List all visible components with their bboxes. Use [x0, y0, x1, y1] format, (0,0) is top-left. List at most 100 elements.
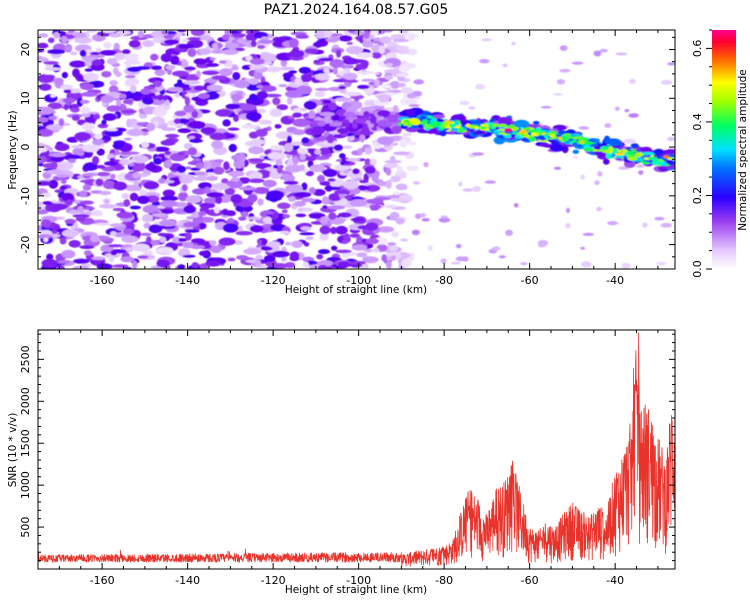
spectrogram-noise-cell	[63, 154, 81, 160]
spectrogram-noise-cell	[254, 259, 262, 267]
spectrogram-noise-cell	[593, 50, 602, 57]
spectrogram-signal-cell	[369, 115, 377, 124]
spectrogram-noise-cell	[322, 99, 332, 104]
spectrogram-noise-cell	[228, 170, 245, 177]
spectrogram-noise-cell	[63, 89, 72, 94]
spectrogram-noise-cell	[221, 34, 230, 41]
spectrogram-noise-cell	[370, 30, 379, 36]
spectrogram-noise-cell	[143, 181, 159, 190]
spectrogram-noise-cell	[158, 177, 166, 184]
spectrogram-noise-cell	[61, 229, 79, 238]
spectrogram-noise-cell	[187, 147, 198, 156]
spectrogram-noise-cell	[257, 108, 266, 114]
spectrogram-noise-cell	[81, 122, 96, 131]
spectrogram-noise-cell	[245, 55, 253, 62]
spectrogram-noise-cell	[167, 87, 184, 92]
spectrogram-noise-cell	[253, 187, 270, 194]
spectrogram-noise-cell	[230, 194, 243, 204]
spectrogram-noise-cell	[187, 48, 197, 57]
spectrogram-noise-cell	[244, 140, 262, 147]
spectrogram-noise-cell	[50, 161, 58, 170]
spectrogram-noise-cell	[215, 196, 223, 204]
spectrogram-noise-cell	[211, 75, 228, 80]
spectrogram-noise-cell	[67, 158, 77, 164]
spectrogram-noise-cell	[458, 181, 463, 187]
spectrogram-noise-cell	[113, 181, 127, 191]
spectrogram-noise-cell	[329, 59, 345, 68]
spectrogram-signal-cell	[566, 135, 571, 139]
spectrogram-noise-cell	[42, 201, 53, 205]
spectrogram-signal-cell	[428, 122, 434, 126]
spectrogram-noise-cell	[136, 122, 148, 127]
spectrogram-noise-cell	[79, 200, 95, 205]
spectrogram-signal-cell	[605, 138, 622, 147]
spectrogram-noise-cell	[347, 134, 355, 141]
spectrogram-noise-cell	[141, 141, 150, 149]
spectrogram-noise-cell	[393, 38, 410, 43]
spectrogram-noise-cell	[322, 205, 328, 209]
spectrogram-noise-cell	[301, 182, 308, 191]
spectrogram-x-axis-label: Height of straight line (km)	[285, 284, 427, 296]
spectrogram-noise-cell	[257, 44, 266, 49]
spectrogram-noise-cell	[261, 240, 267, 246]
spectrogram-noise-cell	[116, 211, 134, 219]
snr-y-axis-label: SNR (10 * v/v)	[7, 413, 19, 488]
spectrogram-noise-cell	[292, 107, 302, 114]
spectrogram-noise-cell	[106, 57, 118, 65]
spectrogram-noise-cell	[421, 218, 430, 222]
spectrogram-noise-cell	[377, 136, 394, 145]
spectrogram-noise-cell	[297, 207, 304, 213]
spectrogram-noise-cell	[212, 42, 219, 52]
spectrogram-noise-cell	[175, 32, 183, 38]
spectrogram-noise-cell	[580, 246, 585, 250]
spectrogram-noise-cell	[225, 103, 241, 110]
spectrogram-noise-cell	[349, 199, 368, 207]
spectrogram-signal-cell	[474, 126, 479, 130]
spectrogram-noise-cell	[203, 186, 211, 194]
spectrogram-noise-cell	[255, 128, 268, 137]
spectrogram-noise-cell	[132, 243, 150, 252]
spectrogram-noise-cell	[363, 87, 376, 94]
spectrogram-noise-cell	[89, 234, 100, 243]
spectrogram-noise-cell	[318, 147, 331, 155]
spectrogram-noise-cell	[357, 70, 374, 75]
spectrogram-noise-cell	[109, 80, 118, 86]
spectrogram-noise-cell	[113, 67, 119, 75]
spectrogram-noise-cell	[231, 93, 243, 101]
spectrogram-noise-cell	[357, 84, 370, 90]
spectrogram-noise-cell	[92, 138, 104, 146]
spectrogram-signal-cell	[561, 135, 567, 140]
spectrogram-noise-cell	[386, 195, 400, 199]
spectrogram-noise-cell	[361, 78, 376, 82]
spectrogram-noise-cell	[92, 156, 100, 165]
spectrogram-noise-cell	[193, 85, 206, 91]
spectrogram-noise-cell	[364, 166, 376, 174]
spectrogram-noise-cell	[572, 155, 579, 159]
spectrogram-noise-cell	[227, 217, 235, 225]
spectrogram-noise-cell	[99, 50, 118, 56]
spectrogram-noise-cell	[310, 264, 318, 269]
spectrogram-noise-cell	[38, 49, 45, 53]
spectrogram-noise-cell	[462, 188, 474, 192]
spectrogram-noise-cell	[151, 65, 162, 71]
spectrogram-noise-cell	[396, 72, 409, 78]
spectrogram-noise-cell	[299, 164, 305, 171]
spectrogram-signal-cell	[475, 129, 486, 135]
spectrogram-noise-cell	[245, 111, 262, 121]
spectrogram-noise-cell	[270, 145, 286, 151]
spectrogram-signal-cell	[627, 157, 638, 161]
spectrogram-signal-cell	[549, 145, 565, 152]
spectrogram-noise-cell	[342, 57, 358, 65]
spectrogram-noise-cell	[161, 127, 176, 131]
spectrogram-noise-cell	[221, 49, 239, 55]
spectrogram-noise-cell	[223, 161, 230, 171]
spectrogram-signal-cell	[341, 119, 350, 124]
spectrogram-noise-cell	[383, 30, 393, 33]
spectrogram-signal-cell	[493, 131, 503, 136]
spectrogram-signal-cell	[513, 119, 530, 128]
spectrogram-noise-cell	[178, 191, 189, 202]
spectrogram-noise-cell	[174, 110, 187, 117]
spectrogram-noise-cell	[288, 70, 298, 74]
spectrogram-noise-cell	[232, 33, 246, 38]
spectrogram-noise-cell	[178, 43, 194, 49]
